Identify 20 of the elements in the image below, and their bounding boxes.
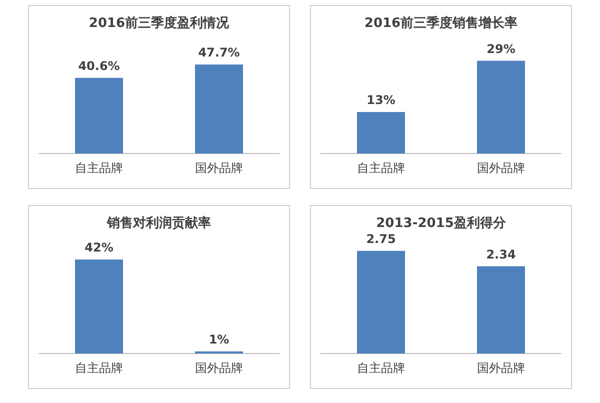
x-tick-label: 自主品牌 <box>357 160 405 175</box>
x-tick-label: 自主品牌 <box>357 360 405 375</box>
data-label: 47.7% <box>198 46 240 60</box>
data-label: 13% <box>366 93 396 108</box>
chart-title: 2016前三季度销售增长率 <box>364 15 518 32</box>
chart-title: 销售对利润贡献率 <box>106 215 211 232</box>
x-tick-label: 国外品牌 <box>195 360 243 375</box>
data-label: 1% <box>208 332 230 346</box>
data-label: 42% <box>84 240 114 255</box>
x-tick-label: 国外品牌 <box>195 160 243 175</box>
x-tick-label: 自主品牌 <box>75 160 123 175</box>
data-label: 2.75 <box>366 232 396 246</box>
data-label: 40.6% <box>78 58 120 73</box>
chart-title: 2013-2015盈利得分 <box>376 215 507 232</box>
x-tick-label: 国外品牌 <box>477 160 525 175</box>
x-tick-label: 国外品牌 <box>477 360 525 375</box>
data-label: 29% <box>486 42 516 56</box>
x-tick-label: 自主品牌 <box>75 360 123 375</box>
chart-title: 2016前三季度盈利情况 <box>88 15 230 32</box>
data-label: 2.34 <box>486 247 516 262</box>
